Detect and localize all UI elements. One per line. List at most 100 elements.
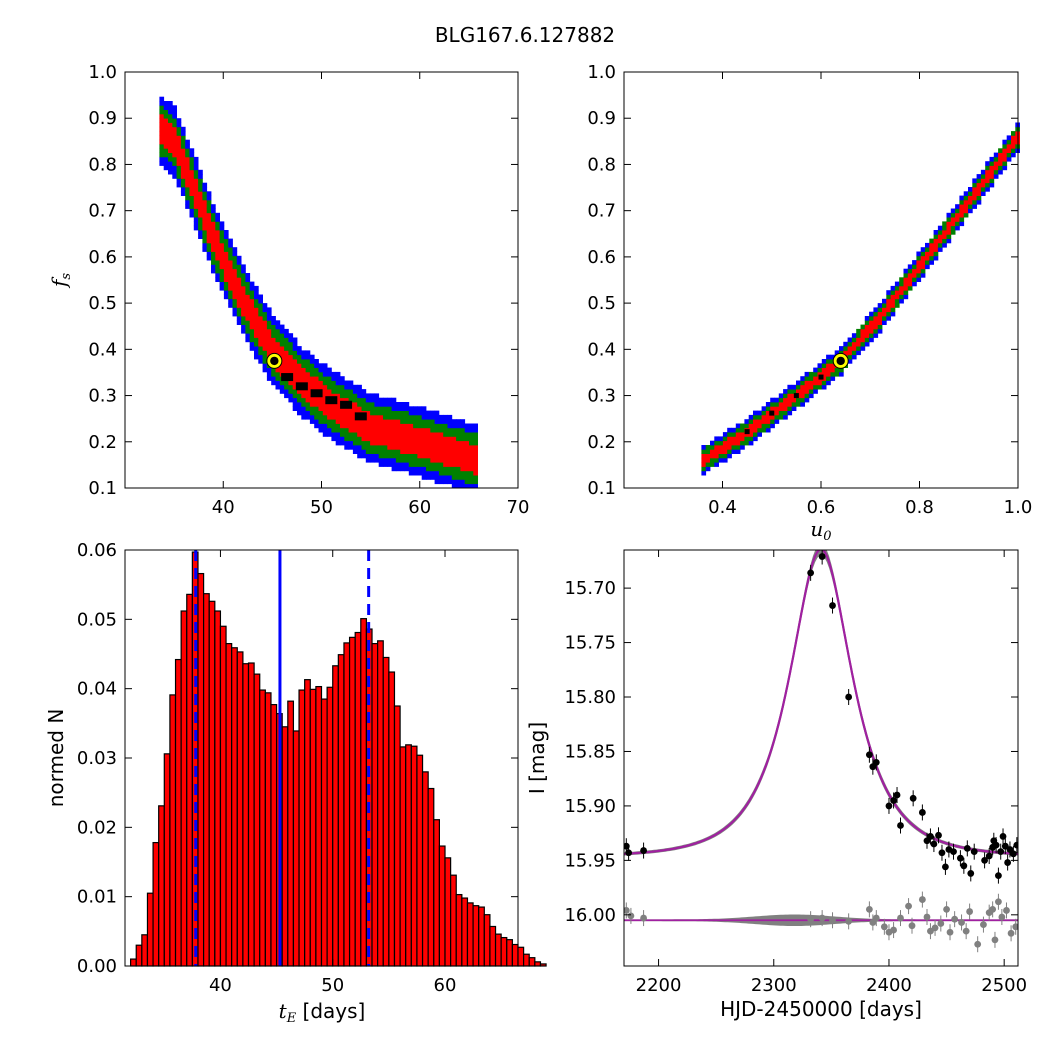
heatmap-cell [787,402,793,407]
heatmap-cell [322,406,328,411]
p0-ytick-label: 0.2 [88,432,117,453]
heatmap-cell [912,273,917,278]
heatmap-cell [400,453,405,459]
heatmap-cell [473,457,478,463]
data-point [918,809,926,816]
heatmap-cell [408,470,414,476]
heatmap-cell [193,161,199,166]
heatmap-cell [297,350,302,356]
heatmap-cell [899,298,904,304]
heatmap-cell [378,462,384,467]
heatmap-cell [258,359,263,364]
heatmap-cell [168,156,173,162]
heatmap-cell [370,445,375,450]
heatmap-cell [258,354,263,360]
heatmap-cell [163,161,169,166]
heatmap-cell [176,165,182,171]
heatmap-cell [404,436,410,442]
heatmap-cell [258,298,263,304]
heatmap-cell [193,217,199,222]
heatmap-cell [740,436,745,442]
heatmap-cell [451,475,457,480]
heatmap-cell [202,221,208,227]
heatmap-cell [219,273,225,278]
heatmap-cell [335,384,341,390]
histogram-bar [332,665,339,967]
heatmap-cell [404,457,410,463]
heatmap-cell [783,414,788,420]
heatmap-cell [942,238,947,244]
heatmap-cell [322,402,328,407]
heatmap-cell [937,247,943,252]
heatmap-cell [426,449,431,454]
heatmap-cell [327,423,332,429]
heatmap-cell [955,208,960,214]
heatmap-cell [980,169,986,175]
heatmap-cell [288,393,294,399]
heatmap-core-cell [295,382,308,391]
heatmap-cell [357,427,362,433]
heatmap-cell [223,290,229,295]
heatmap-cell [417,414,423,420]
heatmap-cell [408,414,414,420]
heatmap-cell [955,225,960,231]
heatmap-cell [301,414,306,420]
heatmap-cell [413,470,418,476]
heatmap-cell [722,457,728,463]
histogram-bar [169,694,177,967]
heatmap-cell [327,410,332,416]
heatmap-cell [365,449,371,454]
heatmap-cell [765,410,771,416]
heatmap-cell [421,432,427,437]
heatmap-cell [176,178,182,184]
heatmap-cell [800,402,805,407]
heatmap-cell [451,449,457,454]
p1-ytick-label: 0.2 [587,432,616,453]
heatmap-cell [202,204,208,209]
heatmap-cell [701,449,707,454]
heatmap-cell [159,135,165,141]
heatmap-cell [413,410,418,416]
heatmap-cell [219,255,225,261]
heatmap-cell [920,264,926,270]
heatmap-cell [249,337,255,343]
heatmap-cell [464,423,470,429]
heatmap-cell [963,212,969,218]
heatmap-cell [223,260,229,265]
heatmap-cell [374,445,380,450]
heatmap-cell [391,410,397,416]
heatmap-cell [817,363,823,368]
p0-ytick-label: 1.0 [88,62,117,83]
heatmap-cell [185,152,190,158]
heatmap-cell [929,247,934,252]
heatmap-cell [830,371,836,377]
heatmap-cell [989,165,995,171]
heatmap-cell [808,371,814,377]
heatmap-cell [400,406,405,411]
heatmap-cell [309,376,315,381]
heatmap-cell [292,402,298,407]
heatmap-cell [1002,139,1008,145]
heatmap-cell [443,414,448,420]
heatmap-cell [1002,144,1008,149]
heatmap-cell [972,195,977,201]
heatmap-cell [955,221,960,227]
heatmap-cell [946,230,952,235]
heatmap-cell [279,328,285,334]
heatmap-cell [275,384,281,390]
heatmap-cell [748,436,754,442]
heatmap-cell [297,406,302,411]
heatmap-cell [168,131,173,136]
heatmap-cell [335,440,341,446]
histogram-bar [186,593,193,967]
heatmap-cell [400,449,405,454]
heatmap-cell [383,449,388,454]
heatmap-cell [297,376,302,381]
heatmap-cell [279,380,285,386]
heatmap-cell [443,479,448,485]
heatmap-cell [753,436,758,442]
heatmap-cell [357,436,362,442]
heatmap-cell [1006,156,1012,162]
heatmap-cell [869,337,874,343]
heatmap-cell [180,126,186,132]
